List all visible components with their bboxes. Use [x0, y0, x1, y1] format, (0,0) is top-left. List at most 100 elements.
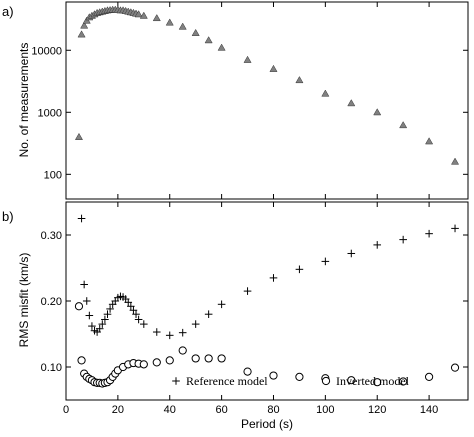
reference-point: [165, 331, 174, 340]
reference-point: [204, 310, 213, 318]
reference-point: [269, 274, 278, 282]
panel-a-frame: [65, 1, 469, 200]
reference-point: [243, 287, 252, 295]
reference-point: [85, 311, 94, 320]
panel-b-ytick-label: 0.30: [41, 230, 62, 242]
reference-point: [95, 324, 104, 333]
reference-point: [134, 315, 143, 324]
panel-a-ytick-label: 10000: [31, 45, 62, 57]
panel-a-point: [347, 99, 356, 107]
panel-a-point: [425, 137, 434, 145]
panel-a-point: [373, 108, 382, 116]
inverted-point: [217, 354, 226, 363]
inverted-point: [295, 372, 304, 381]
legend-reference-marker: [172, 377, 180, 385]
panel-a-point: [451, 157, 460, 165]
panel-b-xtick-label: 0: [63, 404, 69, 416]
panel-a-ytick-label: 1000: [38, 107, 62, 119]
reference-point: [98, 320, 107, 328]
panel-a-point: [139, 11, 148, 19]
inverted-point: [191, 354, 200, 363]
panel-a-yticks: 100 1000 10000: [31, 2, 468, 199]
panel-a-points: [74, 5, 460, 165]
inverted-point: [373, 378, 382, 387]
reference-point: [127, 302, 135, 311]
reference-point: [103, 310, 112, 318]
reference-point: [124, 298, 133, 307]
panel-a-point: [295, 76, 304, 84]
reference-point: [132, 310, 140, 318]
inverted-point: [165, 356, 174, 365]
panel-a-point: [178, 22, 187, 30]
legend-inverted-marker: [321, 376, 331, 386]
reference-point: [373, 241, 382, 249]
panel-b-frame: [65, 201, 469, 401]
panel-a-point: [204, 36, 213, 44]
inverted-point: [424, 372, 434, 381]
reference-point: [425, 229, 433, 238]
panel-b-ylabel: RMS misfit (km/s): [17, 253, 31, 348]
panel-a-point: [80, 21, 89, 29]
reference-point: [88, 322, 96, 330]
panel-b-label: b): [2, 209, 14, 224]
inverted-point: [347, 376, 356, 385]
reference-point: [321, 257, 330, 266]
panel-b-xtick-label: 20: [112, 404, 124, 416]
panel-b-points: [74, 214, 460, 388]
legend-inverted-label: Inverted model: [336, 374, 410, 388]
panel-a-point: [134, 10, 143, 18]
panel-a-label: a): [2, 4, 14, 19]
panel-a-point: [243, 55, 252, 63]
panel-b-xtick-label: 120: [368, 404, 386, 416]
legend: Reference model Inverted model: [172, 374, 410, 388]
legend-circle-marker: [321, 376, 331, 386]
panel-a-point: [321, 89, 330, 97]
panel-a-point: [74, 132, 83, 140]
panel-b-xtick-label: 60: [215, 404, 227, 416]
panel-a-ytick-label: 100: [44, 169, 62, 181]
panel-a-point: [217, 43, 226, 51]
inverted-point: [74, 302, 84, 311]
reference-point: [217, 300, 226, 309]
panel-b-xtick-label: 80: [267, 404, 279, 416]
panel-b-xtick-label: 100: [316, 404, 334, 416]
panel-a-point: [399, 121, 408, 129]
reference-point: [399, 235, 407, 244]
reference-point: [295, 265, 304, 274]
legend-reference-label: Reference model: [186, 374, 268, 388]
legend-plus-marker: [172, 377, 180, 385]
reference-point: [101, 315, 109, 324]
reference-point: [152, 328, 161, 336]
inverted-point: [204, 354, 213, 363]
inverted-point: [450, 363, 460, 372]
inverted-point: [269, 371, 278, 380]
panel-a: a) 100 1000 10000 No. of measurements: [2, 1, 469, 200]
panel-b-ytick-label: 0.20: [41, 296, 62, 308]
panel-b: b) 0.10 0.20 0.30 0 20 40 60 80 100 120 140 RMS m…: [2, 201, 469, 431]
panel-a-point: [191, 28, 200, 36]
panel-b-yticks: 0.10 0.20 0.30: [41, 230, 468, 374]
reference-point: [106, 305, 114, 313]
panel-b-xtick-label: 140: [420, 404, 438, 416]
reference-point: [129, 306, 138, 315]
reference-point: [77, 214, 86, 223]
inverted-point: [77, 356, 86, 365]
panel-a-point: [269, 64, 278, 72]
inverted-point: [399, 377, 408, 386]
inverted-point: [139, 360, 148, 369]
inverted-point: [178, 346, 187, 355]
reference-point: [140, 320, 148, 328]
reference-point: [347, 249, 356, 258]
inverted-point: [243, 367, 252, 376]
panel-a-point: [152, 14, 161, 22]
panel-a-ylabel: No. of measurements: [17, 43, 31, 158]
panel-b-xlabel: Period (s): [241, 417, 293, 431]
inverted-point: [152, 358, 161, 367]
reference-point: [191, 320, 200, 328]
reference-point: [82, 297, 91, 305]
reference-point: [80, 280, 88, 289]
panel-a-point: [165, 18, 174, 26]
panel-b-ytick-label: 0.10: [41, 362, 62, 374]
panel-b-xticks: 0 20 40 60 80 100 120 140: [63, 202, 438, 416]
